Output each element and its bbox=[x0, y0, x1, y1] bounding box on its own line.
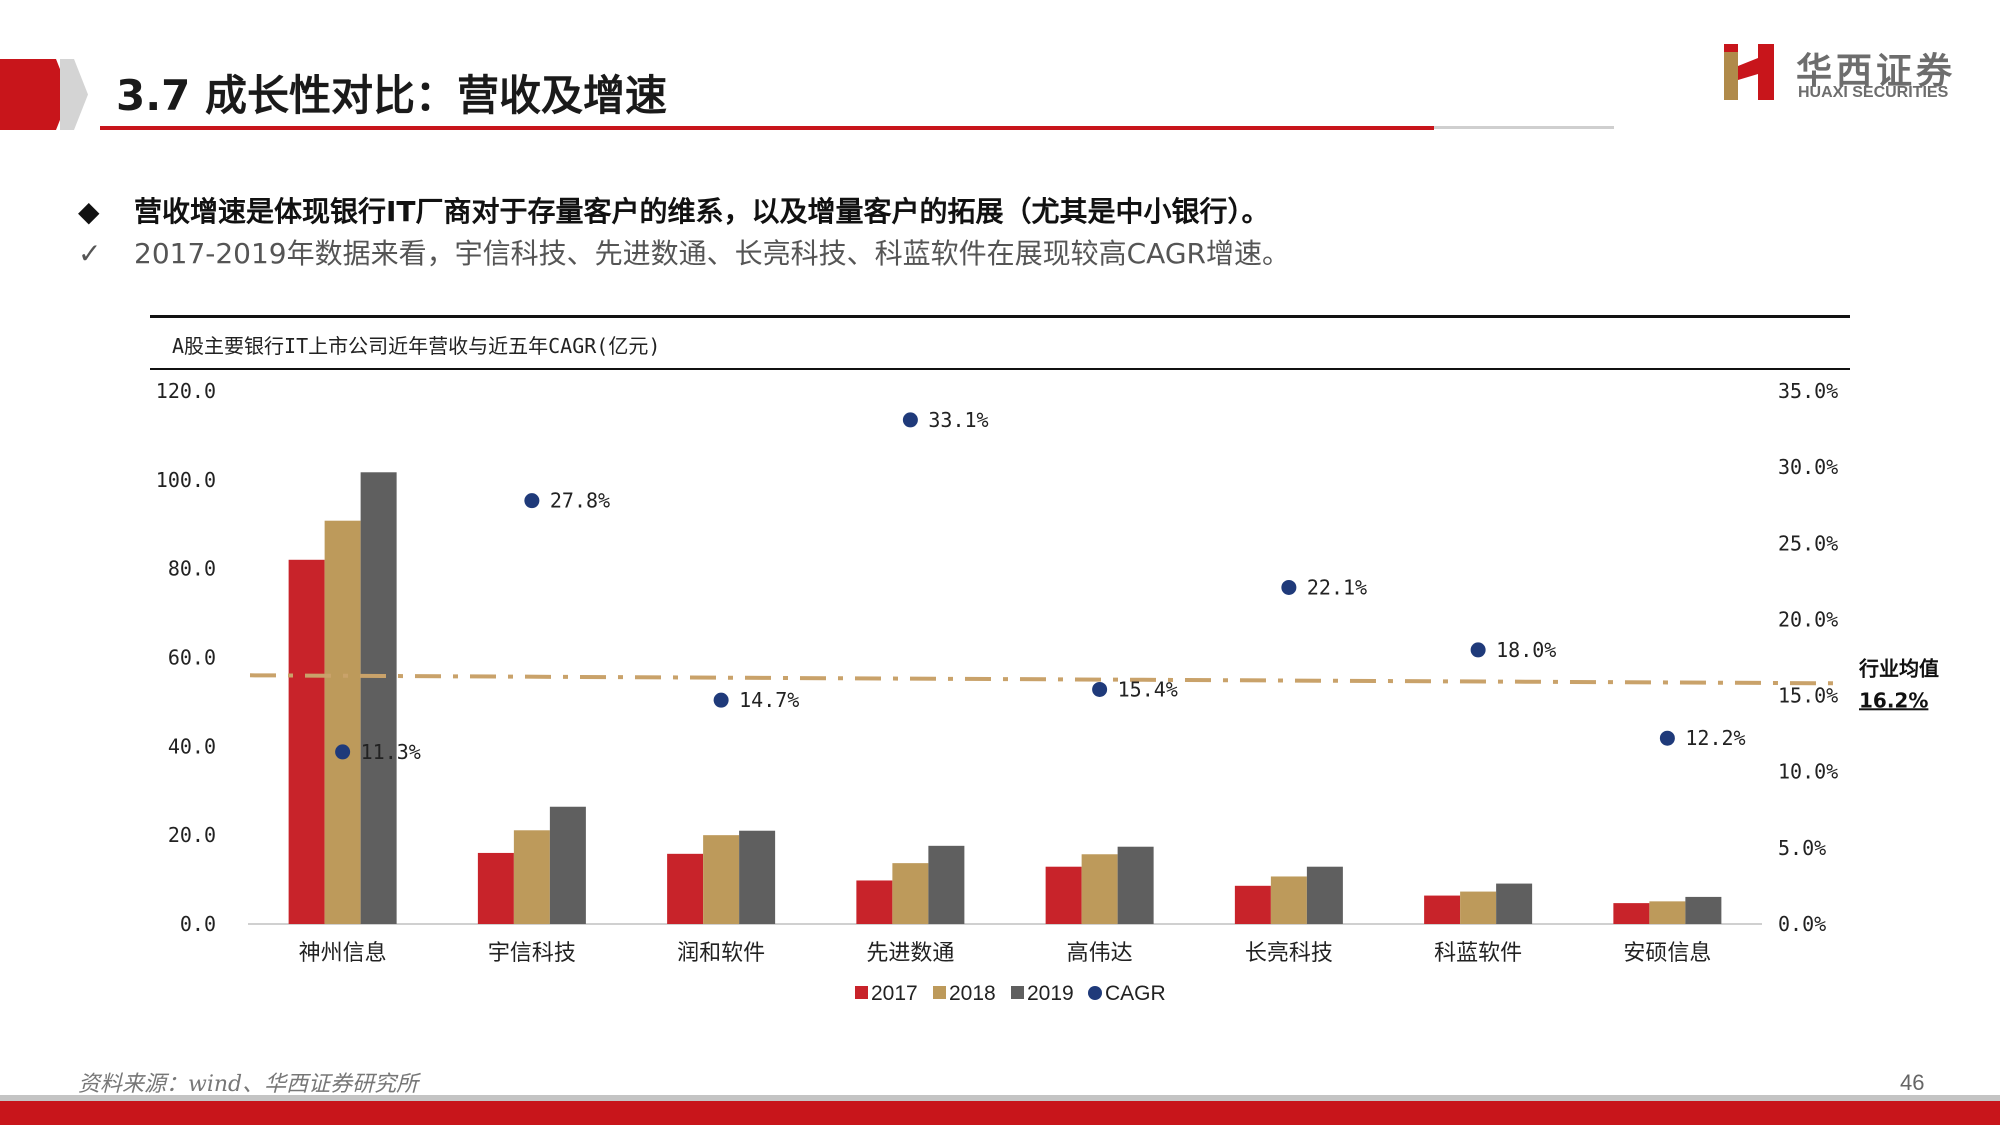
source-note: 资料来源：wind、华西证券研究所 bbox=[78, 1072, 419, 1097]
legend-label-2017: 2017 bbox=[871, 982, 918, 1005]
cagr-point bbox=[713, 692, 729, 708]
legend-label-2018: 2018 bbox=[949, 982, 996, 1005]
diamond-bullet-icon: ◆ bbox=[78, 195, 100, 228]
industry-average-value: 16.2% bbox=[1859, 688, 1928, 712]
y-left-tick-label: 100.0 bbox=[156, 468, 216, 492]
x-category-label: 科蓝软件 bbox=[1434, 941, 1522, 966]
bar-2019 bbox=[1306, 866, 1343, 924]
bar-2018 bbox=[892, 863, 929, 924]
y-right-tick-label: 5.0% bbox=[1778, 836, 1826, 860]
bar-2019 bbox=[360, 472, 397, 924]
bar-2018 bbox=[324, 520, 361, 924]
bar-2017 bbox=[856, 880, 893, 924]
bar-2019 bbox=[739, 830, 776, 924]
bar-2017 bbox=[1234, 885, 1271, 924]
legend-swatch-2018 bbox=[933, 986, 946, 999]
x-category-label: 润和软件 bbox=[677, 941, 765, 966]
cagr-point bbox=[902, 412, 918, 428]
y-right-tick-label: 35.0% bbox=[1778, 379, 1838, 403]
y-left-tick-label: 80.0 bbox=[168, 557, 216, 581]
x-category-label: 先进数通 bbox=[866, 941, 954, 966]
chart-title: A股主要银行IT上市公司近年营收与近五年CAGR(亿元) bbox=[172, 334, 661, 358]
y-right-tick-label: 20.0% bbox=[1778, 607, 1838, 631]
industry-average-label: 行业均值 bbox=[1858, 656, 1939, 680]
y-right-tick-label: 10.0% bbox=[1778, 760, 1838, 784]
footer-red-band bbox=[0, 1101, 2000, 1125]
cagr-data-label: 14.7% bbox=[739, 688, 799, 712]
x-category-label: 高伟达 bbox=[1067, 941, 1133, 966]
bar-2018 bbox=[513, 830, 550, 924]
legend-label-cagr: CAGR bbox=[1105, 982, 1166, 1005]
y-right-tick-label: 30.0% bbox=[1778, 455, 1838, 479]
y-left-tick-label: 0.0 bbox=[180, 912, 216, 936]
cagr-data-label: 12.2% bbox=[1685, 726, 1745, 750]
y-left-tick-label: 20.0 bbox=[168, 823, 216, 847]
page-title: 3.7 成长性对比：营收及增速 bbox=[116, 71, 668, 120]
bar-2018 bbox=[1460, 891, 1497, 924]
cagr-point bbox=[524, 493, 540, 509]
title-underline-grey bbox=[1434, 126, 1614, 129]
bar-2017 bbox=[1424, 895, 1461, 924]
x-category-label: 神州信息 bbox=[299, 941, 387, 966]
bar-2017 bbox=[288, 559, 325, 924]
legend-swatch-2019 bbox=[1011, 986, 1024, 999]
bar-2018 bbox=[1081, 854, 1118, 924]
page-number: 46 bbox=[1900, 1070, 1925, 1095]
cagr-point bbox=[1659, 730, 1675, 746]
bar-2019 bbox=[928, 845, 965, 924]
y-right-tick-label: 15.0% bbox=[1778, 684, 1838, 708]
legend-swatch-cagr bbox=[1088, 986, 1102, 1000]
bar-2017 bbox=[1045, 866, 1082, 924]
industry-average-line bbox=[249, 673, 1837, 686]
cagr-data-label: 15.4% bbox=[1118, 677, 1178, 701]
bar-2019 bbox=[1117, 846, 1154, 924]
bar-2018 bbox=[1270, 876, 1307, 924]
chart-title-rule bbox=[150, 368, 1850, 370]
x-category-label: 安硕信息 bbox=[1623, 941, 1711, 966]
checkmark-bullet-icon: ✓ bbox=[78, 237, 102, 270]
bullet-text-1: 营收增速是体现银行IT厂商对于存量客户的维系，以及增量客户的拓展（尤其是中小银行… bbox=[134, 195, 1270, 228]
bar-2017 bbox=[1613, 903, 1650, 924]
bar-2019 bbox=[1496, 883, 1533, 924]
cagr-data-label: 27.8% bbox=[550, 489, 610, 513]
cagr-data-label: 33.1% bbox=[928, 408, 988, 432]
cagr-point bbox=[1281, 579, 1297, 595]
y-left-tick-label: 40.0 bbox=[168, 734, 216, 758]
legend-swatch-2017 bbox=[855, 986, 868, 999]
title-underline-red bbox=[100, 126, 1434, 130]
title-tab-red bbox=[0, 59, 70, 130]
legend-label-2019: 2019 bbox=[1027, 982, 1074, 1005]
y-left-tick-label: 60.0 bbox=[168, 646, 216, 670]
footer-grey-band bbox=[0, 1095, 2000, 1101]
y-right-tick-label: 0.0% bbox=[1778, 912, 1826, 936]
huaxi-logo-icon bbox=[1724, 44, 1774, 100]
chart-top-rule bbox=[150, 315, 1850, 318]
x-category-label: 宇信科技 bbox=[488, 941, 576, 966]
cagr-data-label: 18.0% bbox=[1496, 638, 1556, 662]
cagr-data-label: 22.1% bbox=[1307, 575, 1367, 599]
logo-text-en: HUAXI SECURITIES bbox=[1798, 84, 1949, 101]
x-category-label: 长亮科技 bbox=[1245, 941, 1333, 966]
bar-2019 bbox=[1685, 896, 1722, 924]
cagr-data-label: 11.3% bbox=[361, 740, 421, 764]
bullet-text-2: 2017-2019年数据来看，宇信科技、先进数通、长亮科技、科蓝软件在展现较高C… bbox=[134, 237, 1290, 270]
bullet-point-2: ✓ 2017-2019年数据来看，宇信科技、先进数通、长亮科技、科蓝软件在展现较高… bbox=[78, 232, 1290, 272]
bar-2018 bbox=[1649, 901, 1686, 924]
cagr-point bbox=[1092, 681, 1108, 697]
bar-2017 bbox=[477, 852, 514, 924]
bullet-point-1: ◆ 营收增速是体现银行IT厂商对于存量客户的维系，以及增量客户的拓展（尤其是中小银… bbox=[78, 190, 1270, 230]
logo-text-cn: 华西证券 bbox=[1796, 50, 1957, 92]
bar-2017 bbox=[667, 853, 704, 924]
cagr-point bbox=[335, 744, 351, 760]
bar-2019 bbox=[549, 806, 586, 924]
bar-2018 bbox=[703, 835, 740, 924]
y-right-tick-label: 25.0% bbox=[1778, 531, 1838, 555]
y-left-tick-label: 120.0 bbox=[156, 379, 216, 403]
cagr-point bbox=[1470, 642, 1486, 658]
